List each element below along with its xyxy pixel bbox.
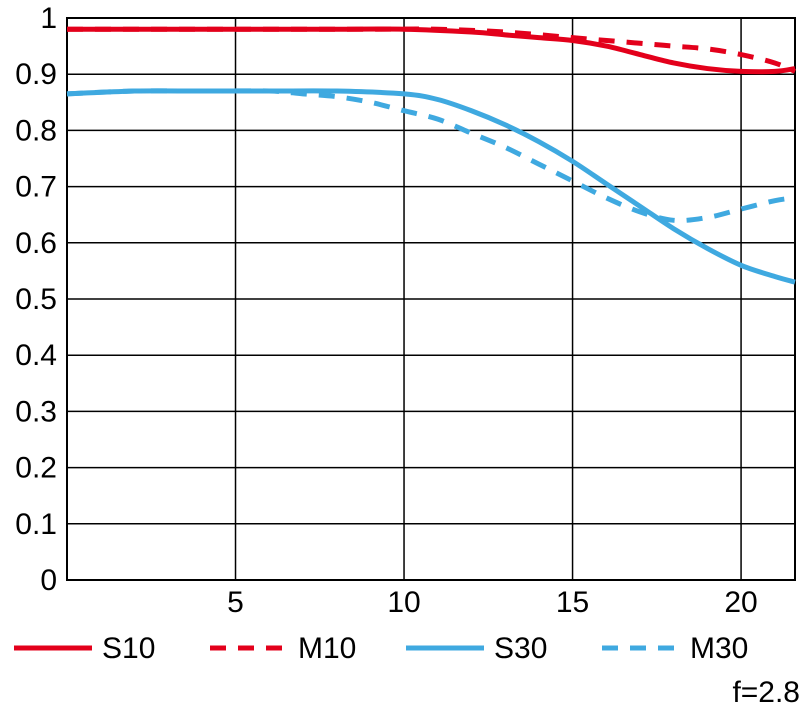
- x-tick-label: 10: [387, 586, 420, 619]
- y-tick-label: 0: [40, 564, 57, 597]
- y-tick-label: 0.5: [15, 283, 57, 316]
- legend-label-m30: M30: [690, 632, 748, 665]
- x-tick-label: 15: [556, 586, 589, 619]
- x-tick-label: 5: [227, 586, 244, 619]
- aperture-annotation: f=2.8: [732, 676, 800, 709]
- legend-label-s10: S10: [102, 632, 155, 665]
- y-tick-label: 0.1: [15, 508, 57, 541]
- y-tick-label: 1: [40, 2, 57, 35]
- y-tick-label: 0.4: [15, 339, 57, 372]
- x-tick-label: 20: [724, 586, 757, 619]
- y-tick-label: 0.8: [15, 114, 57, 147]
- mtf-chart: 00.10.20.30.40.50.60.70.80.915101520S10M…: [0, 0, 808, 712]
- y-tick-label: 0.7: [15, 171, 57, 204]
- y-tick-label: 0.2: [15, 452, 57, 485]
- y-tick-label: 0.3: [15, 395, 57, 428]
- y-tick-label: 0.9: [15, 58, 57, 91]
- y-tick-label: 0.6: [15, 227, 57, 260]
- legend-label-m10: M10: [298, 632, 356, 665]
- legend-label-s30: S30: [494, 632, 547, 665]
